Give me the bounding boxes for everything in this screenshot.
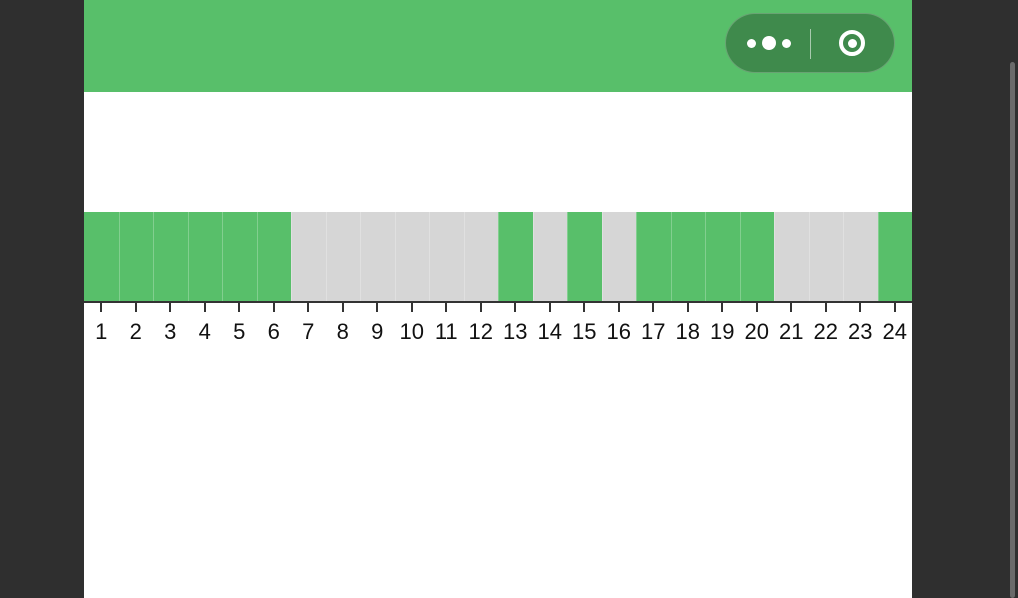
hour-segment-23[interactable] [843, 212, 878, 302]
hour-timeline [84, 212, 912, 302]
hour-tick [859, 303, 862, 312]
hour-tick [238, 303, 241, 312]
hour-tick [272, 303, 275, 312]
hour-segment-7[interactable] [291, 212, 326, 302]
hour-segment-14[interactable] [532, 212, 567, 302]
hour-label: 14 [537, 319, 562, 344]
hour-segment-12[interactable] [463, 212, 498, 302]
timeline-ticks: 1 2 3 4 5 6 7 8 9 10 11 12 13 14 15 16 17 18 19 20 21 22 23 24 [84, 303, 912, 351]
hour-tick [790, 303, 793, 312]
hour-segment-18[interactable] [670, 212, 705, 302]
app-page: 1 2 3 4 5 6 7 8 9 10 11 12 13 14 15 16 17 18 19 20 21 22 23 24 [84, 0, 912, 598]
hour-label: 21 [779, 319, 804, 344]
hour-tick [893, 303, 896, 312]
hour-label: 11 [434, 319, 458, 344]
scrollbar-thumb[interactable] [1010, 62, 1015, 598]
hour-tick [169, 303, 172, 312]
hour-segment-22[interactable] [808, 212, 843, 302]
hour-label: 12 [468, 319, 493, 344]
hour-label: 4 [198, 319, 211, 344]
hour-label: 10 [399, 319, 424, 344]
hour-tick [548, 303, 551, 312]
hour-segment-16[interactable] [601, 212, 636, 302]
hour-label: 5 [233, 319, 246, 344]
hour-segment-11[interactable] [429, 212, 464, 302]
hour-label: 23 [848, 319, 873, 344]
close-button[interactable] [810, 14, 894, 72]
hour-label: 16 [606, 319, 631, 344]
hour-segment-21[interactable] [774, 212, 809, 302]
hour-label: 19 [710, 319, 735, 344]
hour-label: 24 [882, 319, 907, 344]
nav-header [84, 0, 912, 92]
hour-tick [617, 303, 620, 312]
more-button[interactable] [726, 14, 810, 72]
hour-label: 1 [95, 319, 108, 344]
hour-tick [341, 303, 344, 312]
hour-segment-19[interactable] [705, 212, 740, 302]
hour-label: 17 [641, 319, 666, 344]
hour-label: 8 [336, 319, 349, 344]
hour-segment-5[interactable] [222, 212, 257, 302]
hour-segment-17[interactable] [636, 212, 671, 302]
mini-program-capsule [725, 13, 895, 73]
hour-tick [583, 303, 586, 312]
hour-tick [514, 303, 517, 312]
hour-tick [755, 303, 758, 312]
hour-segment-4[interactable] [187, 212, 222, 302]
hour-tick [479, 303, 482, 312]
hour-label: 22 [813, 319, 838, 344]
hour-segment-13[interactable] [498, 212, 533, 302]
hour-tick [445, 303, 448, 312]
hour-tick [686, 303, 689, 312]
hour-tick [307, 303, 310, 312]
timeline-axis [84, 301, 912, 303]
more-dots-icon [747, 36, 791, 50]
hour-segment-6[interactable] [256, 212, 291, 302]
hour-label: 6 [267, 319, 280, 344]
hour-tick [721, 303, 724, 312]
hour-tick [376, 303, 379, 312]
capsule-divider [810, 29, 811, 59]
hour-label: 2 [129, 319, 142, 344]
hour-segment-3[interactable] [153, 212, 188, 302]
hour-tick [100, 303, 103, 312]
hour-segment-2[interactable] [118, 212, 153, 302]
hour-tick [410, 303, 413, 312]
hour-tick [134, 303, 137, 312]
hour-tick [652, 303, 655, 312]
target-ring-icon [839, 30, 865, 56]
hour-label: 9 [371, 319, 384, 344]
hour-segment-1[interactable] [84, 212, 119, 302]
hour-segment-24[interactable] [877, 212, 912, 302]
hour-tick [203, 303, 206, 312]
hour-label: 15 [572, 319, 597, 344]
hour-label: 18 [675, 319, 700, 344]
hour-segment-8[interactable] [325, 212, 360, 302]
hour-segment-15[interactable] [567, 212, 602, 302]
hour-label: 3 [164, 319, 177, 344]
scrollbar[interactable] [1008, 0, 1018, 598]
hour-label: 20 [744, 319, 769, 344]
hour-segment-10[interactable] [394, 212, 429, 302]
hour-label: 7 [302, 319, 315, 344]
hour-segment-20[interactable] [739, 212, 774, 302]
hour-segment-9[interactable] [360, 212, 395, 302]
hour-tick [824, 303, 827, 312]
hour-label: 13 [503, 319, 528, 344]
